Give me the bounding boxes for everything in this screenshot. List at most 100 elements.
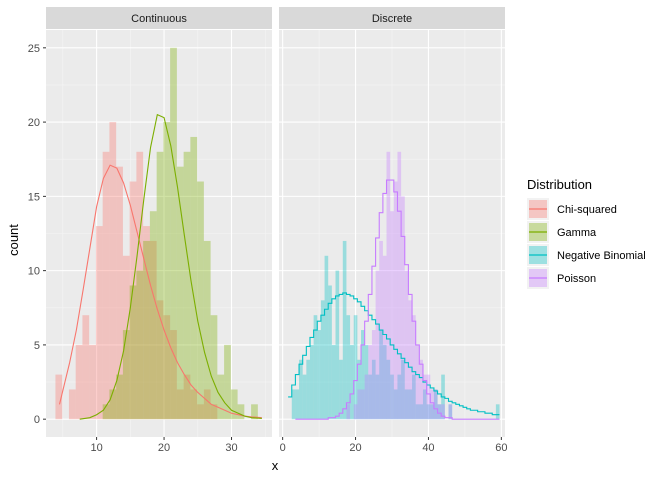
density-curve-chi-squared bbox=[58, 164, 262, 419]
x-tick-label: 40 bbox=[422, 442, 434, 454]
histogram-bar bbox=[183, 151, 191, 420]
facet-strip bbox=[279, 7, 505, 29]
histogram-bar bbox=[251, 404, 258, 420]
histogram-bar bbox=[386, 359, 391, 420]
x-tick-label: 60 bbox=[495, 442, 507, 454]
histogram-bar bbox=[295, 389, 300, 420]
x-tick-label: 30 bbox=[225, 442, 237, 454]
histogram-bar bbox=[183, 374, 191, 420]
histogram-bar bbox=[397, 374, 402, 420]
histogram-bar bbox=[390, 374, 394, 420]
histogram-bar bbox=[371, 330, 376, 420]
histogram-chi-squared bbox=[55, 122, 218, 420]
histogram-bar bbox=[109, 122, 117, 420]
histogram-bar bbox=[379, 330, 383, 420]
histogram-bar bbox=[382, 255, 387, 420]
histogram-bar bbox=[129, 285, 137, 420]
histogram-bar bbox=[390, 211, 394, 420]
histogram-bar bbox=[342, 240, 347, 420]
histogram-bar bbox=[68, 389, 76, 420]
histogram-bar bbox=[156, 151, 164, 420]
step-line-negative-binomial bbox=[288, 292, 500, 416]
histogram-bar bbox=[331, 344, 336, 420]
histogram-bar bbox=[163, 315, 171, 420]
histogram-bar bbox=[170, 47, 177, 420]
histogram-bar bbox=[299, 359, 303, 420]
histogram-bar bbox=[170, 330, 177, 420]
legend-item-chi-squared: Chi-squared bbox=[527, 198, 617, 220]
histogram-bar bbox=[190, 389, 198, 420]
histogram-bar bbox=[371, 359, 376, 420]
histogram-bar bbox=[353, 315, 358, 420]
histogram-bar bbox=[335, 270, 340, 420]
x-tick-label: 10 bbox=[90, 442, 102, 454]
x-tick-label: 0 bbox=[280, 442, 286, 454]
y-tick-label: 25 bbox=[28, 43, 40, 55]
histogram-bar bbox=[357, 389, 362, 420]
legend-item-negative-binomial: Negative Binomial bbox=[527, 244, 646, 266]
histogram-bar bbox=[393, 181, 398, 420]
histogram-bar bbox=[408, 300, 413, 420]
histogram-bar bbox=[346, 404, 351, 420]
legend-item-gamma: Gamma bbox=[527, 221, 597, 243]
histogram-bar bbox=[437, 404, 442, 420]
histogram-bar bbox=[210, 315, 218, 420]
histogram-bar bbox=[422, 389, 427, 420]
histogram-bar bbox=[361, 330, 365, 420]
y-tick-label: 10 bbox=[28, 266, 40, 278]
histogram-bar bbox=[230, 389, 238, 420]
histogram-bar bbox=[426, 374, 431, 420]
legend-item-label: Gamma bbox=[557, 227, 597, 239]
histogram-bar bbox=[339, 359, 343, 420]
histogram-bar bbox=[95, 226, 103, 420]
y-tick-label: 15 bbox=[28, 191, 40, 203]
histogram-bar bbox=[495, 404, 500, 420]
histogram-bar bbox=[346, 315, 351, 420]
legend-item-label: Poisson bbox=[557, 273, 596, 285]
histogram-bar bbox=[237, 404, 245, 420]
histogram-bar bbox=[116, 166, 123, 420]
histogram-bar bbox=[75, 344, 83, 420]
histogram-bar bbox=[364, 374, 369, 420]
histogram-bar bbox=[353, 404, 358, 420]
histogram-bar bbox=[397, 151, 402, 420]
legend: Distribution Chi-squared Gamma Negative Bi… bbox=[527, 177, 646, 289]
histogram-bar bbox=[448, 404, 453, 420]
y-tick-label: 5 bbox=[34, 340, 40, 352]
histogram-bar bbox=[89, 344, 96, 420]
histogram-bar bbox=[309, 344, 314, 420]
histogram-bar bbox=[328, 285, 332, 420]
histogram-bar bbox=[306, 359, 310, 420]
histogram-bar bbox=[324, 255, 329, 420]
histogram-bar bbox=[190, 136, 198, 420]
histogram-bar bbox=[109, 389, 117, 420]
histogram-bar bbox=[122, 255, 130, 420]
histogram-bar bbox=[382, 344, 387, 420]
histogram-bar bbox=[163, 122, 171, 420]
histogram-bar bbox=[317, 330, 321, 420]
histogram-bar bbox=[302, 374, 307, 420]
facet-strip bbox=[46, 7, 272, 29]
histogram-bar bbox=[210, 404, 218, 420]
step-line-poisson bbox=[295, 179, 500, 420]
legend-title: Distribution bbox=[527, 177, 592, 192]
histogram-bar bbox=[433, 389, 438, 420]
histogram-bar bbox=[415, 344, 420, 420]
histogram-bar bbox=[393, 389, 398, 420]
facet-strip-label: Discrete bbox=[372, 13, 412, 25]
histogram-bar bbox=[224, 344, 231, 420]
histogram-bar bbox=[197, 404, 204, 420]
histogram-bar bbox=[401, 196, 405, 420]
legend-item-label: Chi-squared bbox=[557, 204, 617, 216]
histogram-bar bbox=[176, 389, 184, 420]
histogram-bar bbox=[82, 315, 90, 420]
x-axis-title: x bbox=[272, 458, 279, 473]
histogram-bar bbox=[122, 330, 130, 420]
histogram-bar bbox=[129, 181, 137, 420]
histogram-bar bbox=[412, 315, 416, 420]
histogram-bar bbox=[368, 374, 372, 420]
histogram-bar bbox=[430, 404, 434, 420]
histogram-bar bbox=[368, 344, 372, 420]
legend-keys: Chi-squared Gamma Negative Binomial Poisson bbox=[527, 198, 646, 289]
